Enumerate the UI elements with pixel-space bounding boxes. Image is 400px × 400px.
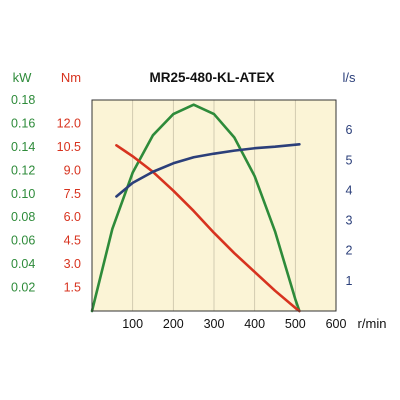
nm-tick-label: 6.0: [64, 210, 81, 224]
nm-tick-label: 12.0: [57, 116, 81, 130]
plot-frame: [91, 99, 337, 312]
nm-tick-label: 7.5: [64, 187, 81, 201]
kw-tick-label: 0.12: [11, 163, 35, 177]
plot-border: [91, 99, 337, 312]
ls-axis-unit: l/s: [343, 70, 357, 85]
kw-tick-label: 0.18: [11, 93, 35, 107]
x-tick-label: 100: [122, 317, 143, 331]
ls-tick-label: 2: [346, 244, 353, 258]
series-group: [90, 103, 301, 313]
x-tick-label: 400: [244, 317, 265, 331]
series-line-nm: [115, 144, 301, 313]
kw-tick-label: 0.08: [11, 210, 35, 224]
ls-tick-label: 5: [346, 153, 353, 167]
x-tick-label: 300: [204, 317, 225, 331]
x-tick-label: 500: [285, 317, 306, 331]
kw-tick-label: 0.14: [11, 140, 35, 154]
nm-tick-label: 1.5: [64, 281, 81, 295]
x-tick-label: 600: [326, 317, 347, 331]
nm-tick-label: 9.0: [64, 163, 81, 177]
kw-tick-label: 0.06: [11, 234, 35, 248]
nm-axis-unit: Nm: [61, 70, 81, 85]
ls-tick-label: 3: [346, 214, 353, 228]
nm-tick-label: 3.0: [64, 257, 81, 271]
x-tick-label: 200: [163, 317, 184, 331]
kw-tick-label: 0.10: [11, 187, 35, 201]
kw-axis-unit: kW: [13, 70, 33, 85]
kw-tick-label: 0.02: [11, 281, 35, 295]
ls-tick-label: 1: [346, 274, 353, 288]
kw-tick-label: 0.16: [11, 116, 35, 130]
nm-tick-label: 4.5: [64, 234, 81, 248]
series-line-ls: [115, 143, 301, 198]
chart-title: MR25-480-KL-ATEX: [149, 70, 274, 85]
ls-tick-label: 4: [346, 183, 353, 197]
kw-tick-label: 0.04: [11, 257, 35, 271]
series-line-kw: [90, 103, 301, 313]
nm-tick-label: 10.5: [57, 140, 81, 154]
axis-labels: 0.02 0.04 0.06 0.08 0.10 0.12 0.14 0.16 0.18 1.5 3…: [11, 93, 353, 331]
grid-lines: [132, 100, 296, 311]
ls-tick-label: 6: [346, 123, 353, 137]
x-axis-unit: r/min: [358, 316, 387, 331]
